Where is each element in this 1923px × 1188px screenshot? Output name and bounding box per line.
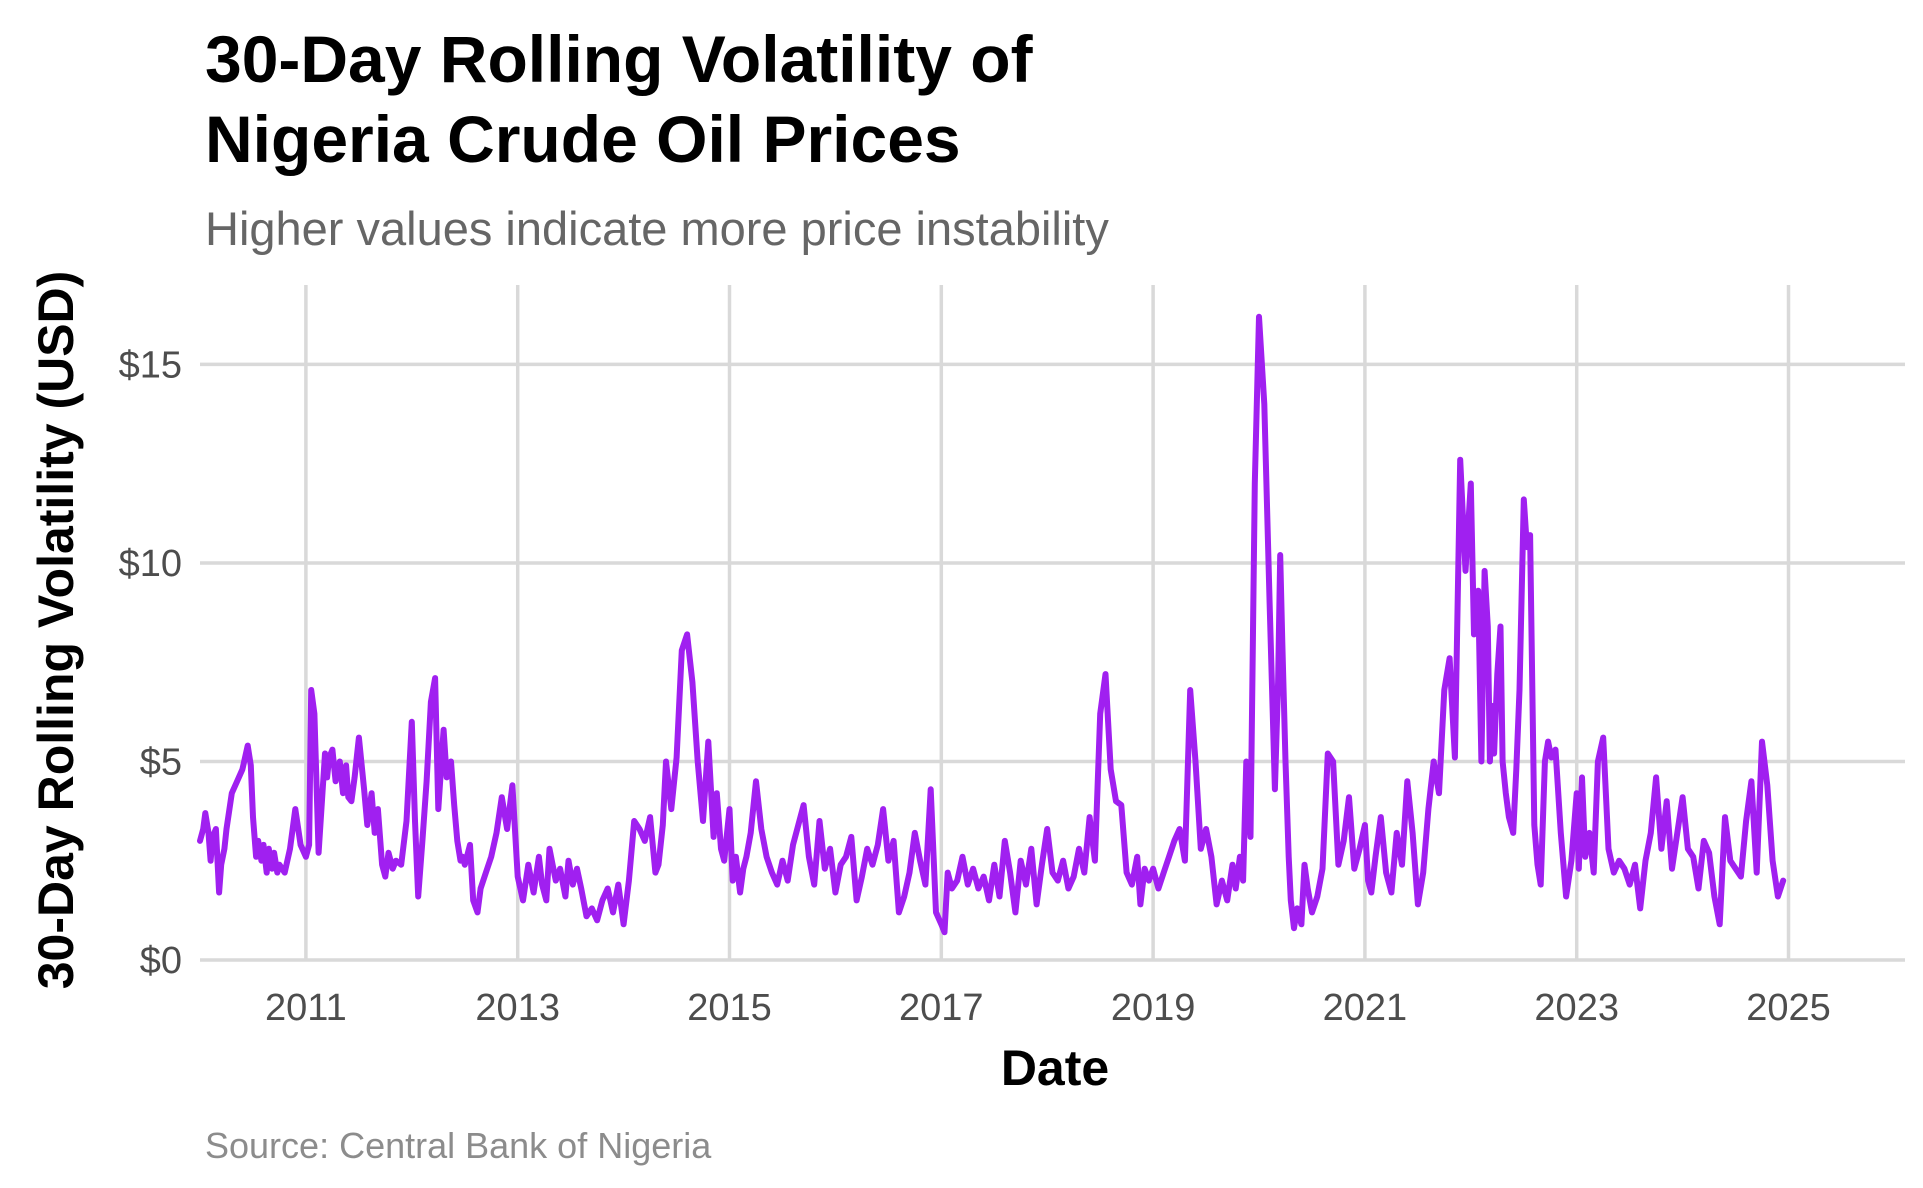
x-tick-label: 2025 (1746, 987, 1831, 1029)
y-axis-tick-labels: $0 $5 $10 $15 (119, 344, 182, 982)
x-axis-tick-labels: 2011 2013 2015 2017 2019 2021 2023 2025 (265, 987, 1831, 1029)
x-tick-label: 2015 (687, 987, 772, 1029)
x-tick-label: 2011 (265, 987, 347, 1029)
y-tick-label: $5 (140, 741, 182, 783)
x-tick-label: 2013 (475, 987, 560, 1029)
series-line-volatility (197, 313, 1787, 936)
grid-lines (200, 285, 1905, 962)
chart-subtitle: Higher values indicate more price instab… (205, 202, 1109, 255)
x-tick-label: 2019 (1111, 987, 1196, 1029)
x-tick-label: 2017 (899, 987, 984, 1029)
series-layer (197, 313, 1787, 936)
chart-title-line-1: 30-Day Rolling Volatility of (205, 22, 1034, 96)
x-axis-title: Date (1001, 1040, 1109, 1096)
y-tick-label: $0 (140, 940, 182, 982)
y-tick-label: $15 (119, 344, 182, 386)
y-axis-title: 30-Day Rolling Volatility (USD) (28, 271, 84, 990)
chart-caption: Source: Central Bank of Nigeria (205, 1125, 712, 1166)
x-tick-label: 2023 (1534, 987, 1619, 1029)
x-tick-label: 2021 (1323, 987, 1408, 1029)
chart-title-line-2: Nigeria Crude Oil Prices (205, 102, 961, 176)
y-tick-label: $10 (119, 543, 182, 585)
